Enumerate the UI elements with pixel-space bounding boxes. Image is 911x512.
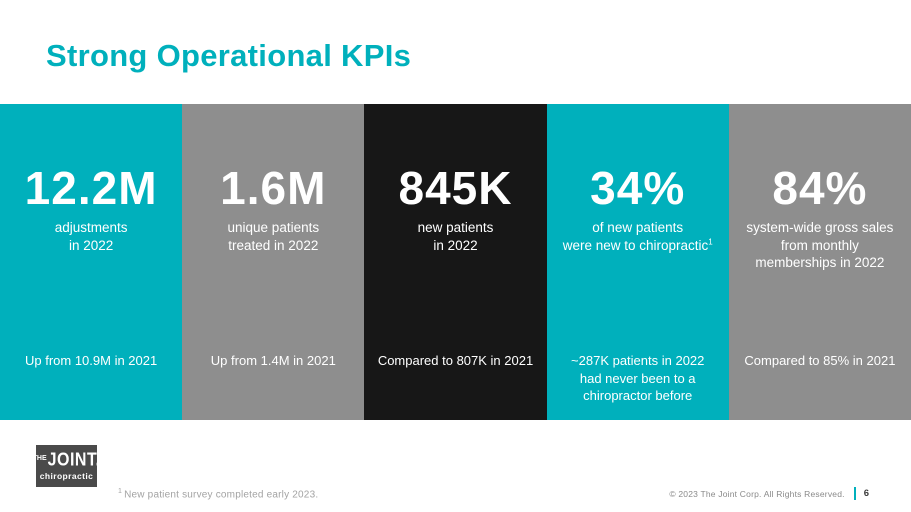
kpi-value: 84% [772,162,868,214]
kpi-note: Up from 10.9M in 2021 [24,353,158,368]
kpi-column-new-patients: 845K new patients in 2022 Compared to 80… [364,104,547,420]
kpi-value: 34% [590,162,686,214]
kpi-value: 845K [398,162,513,214]
kpi-column-new-to-chiropractic: 34% of new patients were new to chiropra… [546,104,729,420]
kpi-column-unique-patients: 1.6M unique patients treated in 2022 Up … [182,104,365,420]
footnote-text: New patient survey completed early 2023. [124,489,319,501]
kpi-label: new patients in 2022 [417,220,494,253]
kpi-label: system-wide gross sales from monthly mem… [746,220,894,271]
footnote-marker: 1 [118,488,123,495]
footer-divider [853,487,856,500]
kpi-label-text: of new patients were new to chiropractic [562,220,709,253]
kpi-label: of new patients were new to chiropractic… [547,219,729,254]
kpi-label: unique patients treated in 2022 [227,220,320,253]
kpi-column-adjustments: 12.2M adjustments in 2022 Up from 10.9M … [0,104,183,420]
kpi-note: Up from 1.4M in 2021 [210,353,336,368]
kpi-note: Compared to 85% in 2021 [744,353,896,368]
kpi-label: adjustments in 2022 [54,220,128,253]
footnote: 1 New patient survey completed early 2023… [118,488,318,500]
kpi-note: Compared to 807K in 2021 [377,353,534,368]
kpi-column-gross-sales: 84% system-wide gross sales from monthly… [728,104,911,420]
page-number: 6 [863,488,869,499]
page-title: Strong Operational KPIs [46,38,412,73]
logo-wordmark: THE JOINT. [32,450,101,471]
kpi-value: 12.2M [24,162,158,214]
footer: © 2023 The Joint Corp. All Rights Reserv… [669,487,869,500]
logo-chiropractic-text: chiropractic [39,471,94,481]
copyright-text: © 2023 The Joint Corp. All Rights Reserv… [669,488,845,499]
logo-joint-text: JOINT. [47,450,101,471]
kpi-note: ~287K patients in 2022 had never been to… [571,353,705,404]
footnote-marker: 1 [708,237,713,247]
kpi-band: 12.2M adjustments in 2022 Up from 10.9M … [0,104,911,420]
logo-the-text: THE [32,455,47,462]
kpi-value: 1.6M [220,162,327,214]
the-joint-chiropractic-logo: THE JOINT. chiropractic [33,445,100,487]
